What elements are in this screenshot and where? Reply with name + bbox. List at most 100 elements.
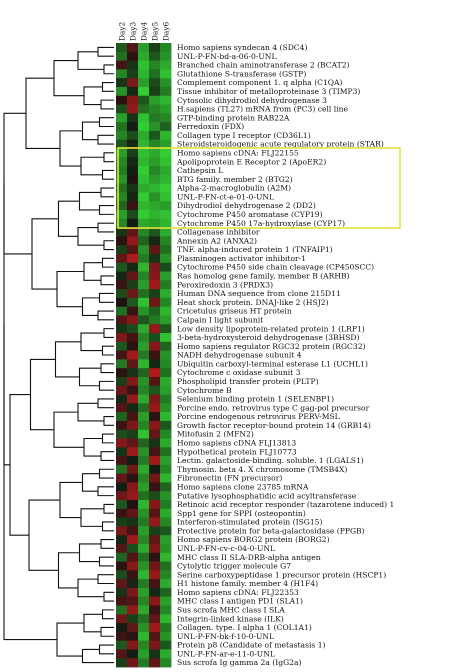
heatmap-cell <box>127 130 139 141</box>
heatmap-cell <box>138 289 150 299</box>
column-label: Day6 <box>162 21 171 41</box>
heatmap-cell <box>116 341 128 352</box>
heatmap-cell <box>160 78 172 88</box>
gene-label: MHC class II SLA-DRB-alpha antigen <box>177 553 321 562</box>
heatmap-cell <box>127 570 139 580</box>
heatmap-cell <box>138 491 150 501</box>
gene-label: Collagenase inhibitor <box>177 228 260 237</box>
heatmap-cell <box>138 561 150 571</box>
heatmap-cell <box>116 227 128 237</box>
dendrogram-link <box>77 51 104 70</box>
heatmap-cell <box>149 552 161 562</box>
heatmap-cell <box>138 148 150 158</box>
heatmap-cell <box>116 473 128 483</box>
heatmap-cell <box>160 456 172 466</box>
heatmap-cell <box>160 166 172 176</box>
dendrogram-link <box>100 275 114 286</box>
heatmap-cell <box>116 447 128 457</box>
heatmap-cell <box>116 43 128 53</box>
heatmap-cell <box>127 139 139 149</box>
dendrogram-link <box>83 86 103 106</box>
heatmap-cell <box>116 508 128 518</box>
heatmap-cell <box>138 262 150 272</box>
gene-label: Homo sapiens cDNA: FLJ22155 <box>177 148 299 157</box>
dendrogram-link <box>100 363 114 374</box>
heatmap-cell <box>127 122 139 132</box>
heatmap-cell <box>116 95 128 105</box>
column-label: Day3 <box>129 21 138 41</box>
heatmap-cell <box>127 403 139 413</box>
heatmap-cell <box>138 535 150 545</box>
heatmap-cell <box>116 579 128 589</box>
heatmap-cell <box>160 605 172 615</box>
heatmap-cell <box>127 631 139 642</box>
heatmap-cell <box>160 253 172 264</box>
gene-label: Cytochrome P450 aromatase (CYP19) <box>177 210 323 219</box>
gene-label: NADH dehydrogenase subunit 4 <box>177 351 302 360</box>
dendrogram-link <box>98 205 114 215</box>
heatmap-cell <box>127 359 139 369</box>
heatmap-cell <box>138 280 150 290</box>
heatmap-cell <box>149 359 161 369</box>
gene-label: Apolipoprotein E Receptor 2 (ApoER2) <box>176 157 326 166</box>
heatmap-cell <box>138 623 150 633</box>
gene-label: Cytochrome B <box>177 386 232 395</box>
dendrogram-link <box>101 345 114 356</box>
heatmap-cell <box>138 130 150 141</box>
heatmap-cell <box>160 201 172 211</box>
heatmap-cell <box>149 60 161 70</box>
dendrogram-link <box>83 437 103 457</box>
gene-label: Ras homolog gene family, member B (ARHB) <box>177 272 350 281</box>
heatmap-cell <box>149 341 161 352</box>
gene-label: UNL-P-FN-ar-e-11-0-UNL <box>177 649 275 658</box>
gene-label: Sus scrofa MHC class I SLA <box>177 606 285 615</box>
dendrogram-link <box>103 64 114 75</box>
gene-label: Peroxiredoxin 3 (PRDX3) <box>177 280 273 289</box>
heatmap-cell <box>138 517 150 527</box>
dendrogram-link <box>98 292 114 303</box>
heatmap-cell <box>127 324 139 334</box>
heatmap-cell <box>138 78 150 88</box>
dendrogram-link <box>98 644 114 655</box>
heatmap-cell <box>116 631 128 642</box>
heatmap-cell <box>138 227 150 237</box>
heatmap-cell <box>127 491 139 501</box>
heatmap-cell <box>116 289 128 299</box>
heatmap-cell <box>127 60 139 70</box>
heatmap-cell <box>149 658 161 668</box>
heatmap-cell <box>138 500 150 510</box>
gene-label: UNL-P-FN-bk-f-10-0-UNL <box>177 632 274 641</box>
gene-label: Integrin-linked kinase (ILK) <box>177 614 284 623</box>
heatmap-cell <box>149 174 161 185</box>
heatmap-cell <box>127 535 139 545</box>
heatmap-cell <box>127 385 139 395</box>
heatmap-cell <box>160 95 172 105</box>
heatmap-cell <box>127 508 139 518</box>
heatmap-cell <box>116 139 128 149</box>
heatmap-cell <box>127 333 139 343</box>
gene-label: Ubiquitin carboxyl-terminal esterase L1 … <box>177 359 368 368</box>
heatmap-cell <box>138 394 150 404</box>
heatmap-cell <box>127 640 139 650</box>
heatmap-cell <box>127 464 139 475</box>
gene-label: Collagen. type. I alpha 1 (COL1A1) <box>177 623 312 632</box>
gene-label: Homo sapiens regulator RGC32 protein (RG… <box>177 342 366 351</box>
heatmap-cell <box>138 614 150 624</box>
heatmap-cell <box>138 192 150 202</box>
heatmap-cell <box>149 218 161 228</box>
heatmap-cell <box>160 359 172 369</box>
heatmap-cell <box>138 464 150 475</box>
heatmap-cell <box>116 192 128 202</box>
heatmap-cell <box>160 649 172 659</box>
heatmap-cell <box>127 350 139 360</box>
heatmap-cell <box>116 640 128 650</box>
gene-label: UNL-P-FN-ct-e-01-0-UNL <box>177 192 274 201</box>
heatmap-cell <box>149 605 161 615</box>
heatmap-cell <box>149 376 161 387</box>
heatmap-cell <box>160 368 172 378</box>
dendrogram-link <box>31 218 59 290</box>
heatmap-cell <box>149 570 161 580</box>
heatmap-cell <box>138 122 150 132</box>
heatmap-cell <box>127 649 139 659</box>
heatmap-cell <box>127 623 139 633</box>
